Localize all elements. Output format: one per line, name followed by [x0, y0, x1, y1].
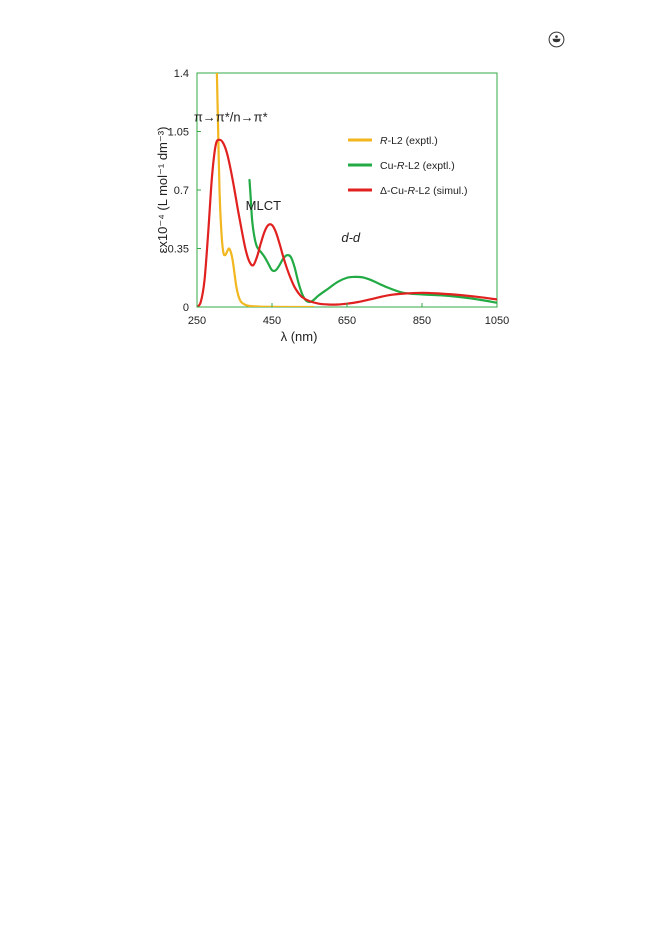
annotation-2: MLCT: [246, 198, 281, 213]
series-layer: [197, 73, 497, 307]
x-tick-label: 450: [263, 315, 281, 327]
series-line-3: [197, 138, 497, 307]
y-tick-label: 0.7: [174, 185, 189, 197]
series-line-2: [248, 178, 497, 304]
x-tick-label: 250: [188, 315, 206, 327]
absorption-spectrum-chart: 250 450 650 850 1050 0 0.35 0.7 1.05 1.4 π→π*/n→π…: [155, 68, 510, 344]
axes-layer: 250 450 650 850 1050 0 0.35 0.7 1.05 1.4: [168, 68, 510, 327]
legend: R-L2 (exptl.) Cu-R-L2 (exptl.) Δ-Cu-R-L2 (…: [348, 135, 468, 197]
series-line-1: [215, 73, 315, 307]
legend-label-1: R-L2 (exptl.): [380, 135, 438, 147]
legend-label-2: Cu-R-L2 (exptl.): [380, 160, 455, 172]
y-tick-label: 1.05: [168, 127, 189, 139]
annotation-1: π→π*/n→π*: [194, 109, 268, 124]
x-tick-label: 1050: [485, 315, 509, 327]
y-tick-label: 0.35: [168, 244, 189, 256]
circled-seal-logo: [548, 31, 565, 48]
annotation-3: d-d: [341, 230, 361, 245]
y-tick-label: 1.4: [174, 68, 189, 80]
x-tick-label: 850: [413, 315, 431, 327]
legend-label-3: Δ-Cu-R-L2 (simul.): [380, 185, 468, 197]
y-tick-label: 0: [183, 302, 189, 314]
x-tick-label: 650: [338, 315, 356, 327]
y-axis-title: εx10⁻⁴ (L mol⁻¹ dm⁻³): [155, 127, 170, 254]
x-axis-title: λ (nm): [281, 329, 318, 344]
annotation-layer: π→π*/n→π* MLCT d-d: [194, 109, 361, 244]
